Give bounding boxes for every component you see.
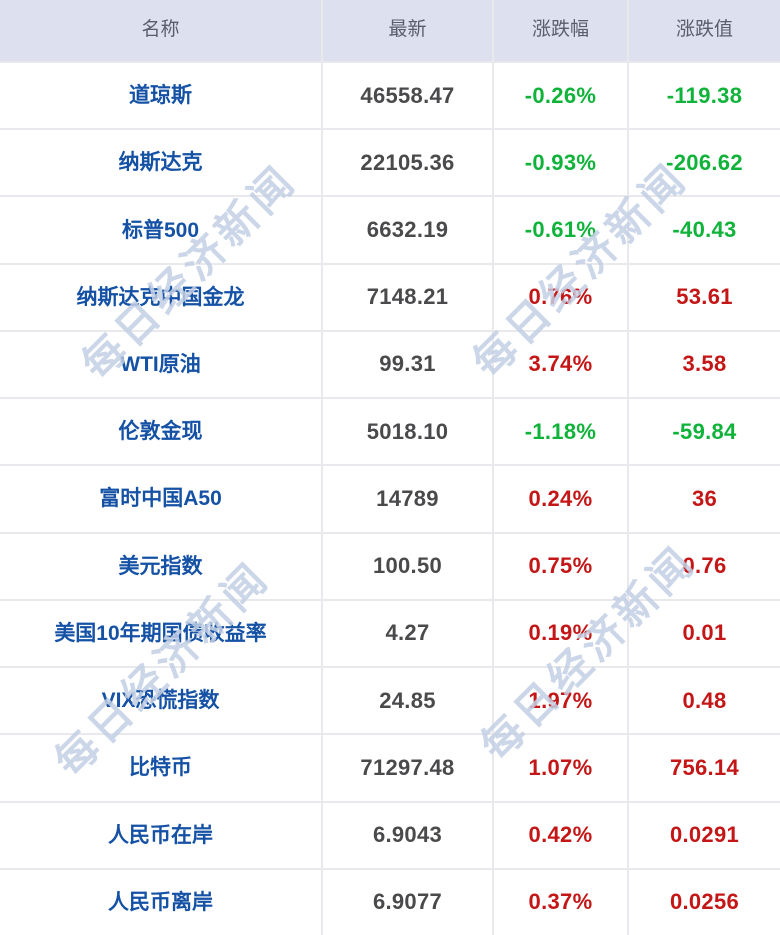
change-percent: 0.76% [494, 264, 627, 330]
header-cell-change-value: 涨跌值 [629, 0, 780, 61]
instrument-name: 人民币在岸 [0, 802, 321, 868]
change-percent: 1.07% [494, 735, 627, 801]
change-percent: 0.19% [494, 600, 627, 667]
instrument-name: 美元指数 [0, 533, 321, 599]
change-value: -119.38 [629, 63, 780, 129]
instrument-name: 美国10年期国债收益率 [0, 600, 321, 667]
latest-value: 7148.21 [323, 264, 492, 330]
instrument-name: 标普500 [0, 197, 321, 263]
change-percent: -0.61% [494, 197, 627, 263]
change-value: 0.48 [629, 668, 780, 734]
change-percent: 3.74% [494, 331, 627, 398]
change-percent: 1.97% [494, 668, 627, 734]
header-cell-name: 名称 [0, 0, 321, 61]
change-value: 3.58 [629, 331, 780, 398]
change-percent: 0.75% [494, 533, 627, 599]
latest-value: 100.50 [323, 533, 492, 599]
instrument-name: 比特币 [0, 735, 321, 801]
instrument-name: 纳斯达克中国金龙 [0, 264, 321, 330]
latest-value: 24.85 [323, 668, 492, 734]
change-percent: 0.37% [494, 869, 627, 935]
header-cell-latest: 最新 [323, 0, 492, 61]
latest-value: 71297.48 [323, 735, 492, 801]
instrument-name: 伦敦金现 [0, 399, 321, 465]
change-value: 36 [629, 466, 780, 532]
change-value: 0.0256 [629, 869, 780, 935]
latest-value: 46558.47 [323, 63, 492, 129]
change-value: 0.76 [629, 533, 780, 599]
change-value: 0.01 [629, 600, 780, 667]
change-value: 53.61 [629, 264, 780, 330]
latest-value: 6632.19 [323, 197, 492, 263]
change-percent: 0.42% [494, 802, 627, 868]
latest-value: 5018.10 [323, 399, 492, 465]
change-value: -40.43 [629, 197, 780, 263]
latest-value: 99.31 [323, 331, 492, 398]
instrument-name: WTI原油 [0, 331, 321, 398]
instrument-name: 富时中国A50 [0, 466, 321, 532]
instrument-name: VIX恐慌指数 [0, 668, 321, 734]
change-value: -206.62 [629, 130, 780, 196]
latest-value: 4.27 [323, 600, 492, 667]
change-value: -59.84 [629, 399, 780, 465]
change-percent: -0.26% [494, 63, 627, 129]
change-percent: 0.24% [494, 466, 627, 532]
header-cell-change-percent: 涨跌幅 [494, 0, 627, 61]
instrument-name: 纳斯达克 [0, 130, 321, 196]
change-value: 0.0291 [629, 802, 780, 868]
latest-value: 14789 [323, 466, 492, 532]
latest-value: 22105.36 [323, 130, 492, 196]
change-percent: -0.93% [494, 130, 627, 196]
change-percent: -1.18% [494, 399, 627, 465]
latest-value: 6.9043 [323, 802, 492, 868]
latest-value: 6.9077 [323, 869, 492, 935]
instrument-name: 人民币离岸 [0, 869, 321, 935]
instrument-name: 道琼斯 [0, 63, 321, 129]
change-value: 756.14 [629, 735, 780, 801]
